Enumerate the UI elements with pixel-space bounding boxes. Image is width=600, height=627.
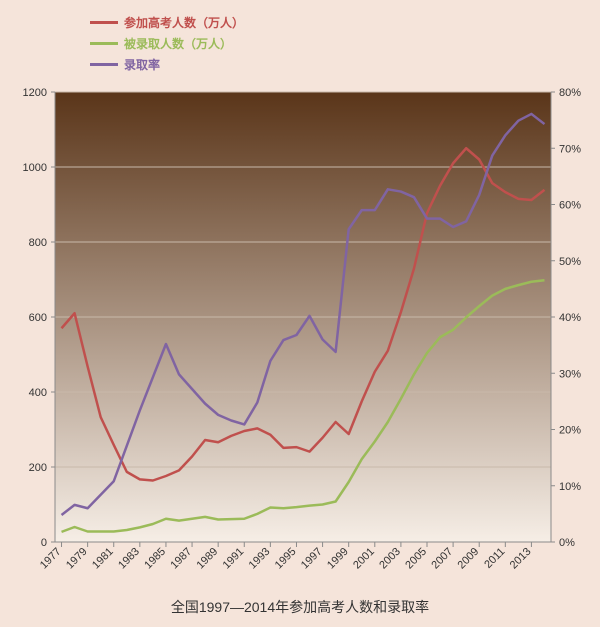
svg-text:1981: 1981 <box>90 546 116 572</box>
svg-text:1995: 1995 <box>273 546 299 572</box>
svg-text:20%: 20% <box>559 425 581 437</box>
svg-text:60%: 60% <box>559 200 581 212</box>
svg-text:1000: 1000 <box>23 162 47 174</box>
svg-text:1977: 1977 <box>38 546 64 572</box>
svg-text:2011: 2011 <box>482 546 507 571</box>
svg-text:30%: 30% <box>559 368 581 380</box>
svg-text:80%: 80% <box>559 87 581 99</box>
svg-text:0: 0 <box>41 537 47 549</box>
svg-text:1991: 1991 <box>221 546 247 572</box>
svg-text:800: 800 <box>29 237 47 249</box>
svg-text:0%: 0% <box>559 537 575 549</box>
chart-caption: 全国1997—2014年参加高考人数和录取率 <box>0 597 600 617</box>
svg-text:1989: 1989 <box>194 546 220 572</box>
svg-text:2009: 2009 <box>456 546 482 572</box>
svg-text:1979: 1979 <box>64 546 90 572</box>
svg-text:2007: 2007 <box>429 546 455 572</box>
svg-text:200: 200 <box>29 462 47 474</box>
svg-text:1983: 1983 <box>116 546 142 572</box>
svg-text:2005: 2005 <box>403 546 429 572</box>
svg-text:1993: 1993 <box>247 546 273 572</box>
svg-text:70%: 70% <box>559 143 581 155</box>
svg-text:1997: 1997 <box>299 546 325 572</box>
svg-text:10%: 10% <box>559 481 581 493</box>
svg-text:2013: 2013 <box>508 546 534 572</box>
svg-text:40%: 40% <box>559 312 581 324</box>
svg-text:1999: 1999 <box>325 546 351 572</box>
chart-container: 参加高考人数（万人）被录取人数（万人）录取率 02004006008001000… <box>0 0 600 627</box>
svg-text:2003: 2003 <box>377 546 403 572</box>
svg-text:1985: 1985 <box>142 546 168 572</box>
svg-text:1200: 1200 <box>23 87 47 99</box>
svg-text:600: 600 <box>29 312 47 324</box>
chart-svg: 0 200 400 600 800 1000 1200 0% 10% 20% 30% 40% 50% 60… <box>0 0 600 627</box>
svg-text:400: 400 <box>29 387 47 399</box>
svg-text:2001: 2001 <box>351 546 377 572</box>
svg-text:1987: 1987 <box>168 546 194 572</box>
svg-text:50%: 50% <box>559 256 581 268</box>
